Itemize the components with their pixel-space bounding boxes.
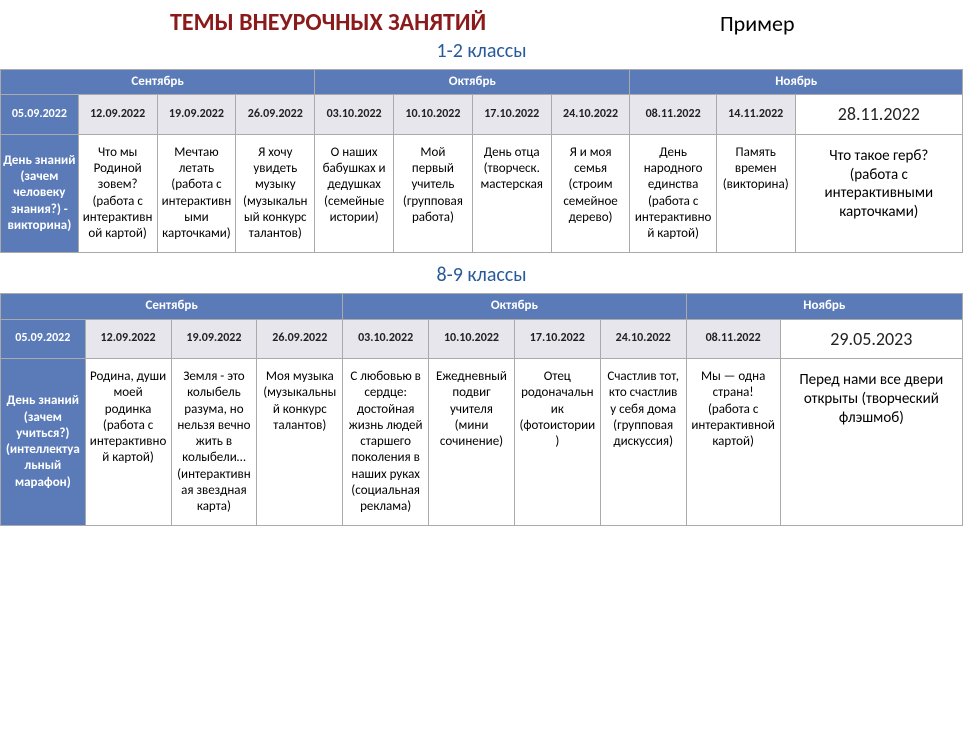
date-cell: 12.09.2022 xyxy=(78,95,157,135)
date-cell: 08.11.2022 xyxy=(630,95,716,135)
date-row: 05.09.2022 12.09.2022 19.09.2022 26.09.2… xyxy=(1,95,963,135)
topic-cell-wide: Что такое герб? (работа с интерактивными… xyxy=(795,134,962,253)
example-label: Пример xyxy=(720,10,795,37)
topic-cell: Я хочу увидеть музыку (музыкальный конку… xyxy=(236,134,315,253)
topic-cell: Что мы Родиной зовем? (работа с интеракт… xyxy=(78,134,157,253)
month-cell: Ноябрь xyxy=(630,70,963,95)
month-cell: Сентябрь xyxy=(1,70,315,95)
date-cell: 10.10.2022 xyxy=(394,95,473,135)
topic-cell: Ежедневный подвиг учителя (мини сочинени… xyxy=(429,359,515,526)
section1-subtitle: 1-2 классы xyxy=(0,39,963,63)
topic-cell: С любовью в сердце: достойная жизнь люде… xyxy=(343,359,429,526)
month-cell: Октябрь xyxy=(315,70,630,95)
table-2: Сентябрь Октябрь Ноябрь 05.09.2022 12.09… xyxy=(0,293,963,526)
topic-cell: Родина, души моей родинка (работа с инте… xyxy=(85,359,171,526)
topic-cell: Память времен (викторина) xyxy=(716,134,795,253)
date-cell: 17.10.2022 xyxy=(514,319,600,359)
date-cell: 24.10.2022 xyxy=(551,95,630,135)
date-cell: 12.09.2022 xyxy=(85,319,171,359)
date-cell: 24.10.2022 xyxy=(600,319,686,359)
page-title: ТЕМЫ ВНЕУРОЧНЫХ ЗАНЯТИЙ xyxy=(170,8,486,37)
month-cell: Октябрь xyxy=(343,294,686,319)
topic-cell-wide: Перед нами все двери открыты (творческий… xyxy=(780,359,962,526)
date-cell: 19.09.2022 xyxy=(171,319,257,359)
content-row: День знаний (зачем учиться?) (интеллекту… xyxy=(1,359,963,526)
topic-cell: Мы — одна страна! (работа с интерактивно… xyxy=(686,359,780,526)
month-cell: Сентябрь xyxy=(1,294,343,319)
date-cell: 08.11.2022 xyxy=(686,319,780,359)
topic-cell: День отца (творческ. мастерская xyxy=(472,134,551,253)
topic-cell: Земля - это колыбель разума, но нельзя в… xyxy=(171,359,257,526)
table-1: Сентябрь Октябрь Ноябрь 05.09.2022 12.09… xyxy=(0,69,963,253)
date-cell: 19.09.2022 xyxy=(157,95,236,135)
date-cell: 03.10.2022 xyxy=(343,319,429,359)
date-cell: 26.09.2022 xyxy=(257,319,343,359)
date-cell: 05.09.2022 xyxy=(1,319,86,359)
month-header-row: Сентябрь Октябрь Ноябрь xyxy=(1,294,963,319)
month-header-row: Сентябрь Октябрь Ноябрь xyxy=(1,70,963,95)
section2-subtitle: 8-9 классы xyxy=(0,263,963,287)
date-row: 05.09.2022 12.09.2022 19.09.2022 26.09.2… xyxy=(1,319,963,359)
date-cell: 10.10.2022 xyxy=(429,319,515,359)
topic-cell: Счастлив тот, кто счастлив у себя дома (… xyxy=(600,359,686,526)
date-cell-highlight: 28.11.2022 xyxy=(795,95,962,135)
date-cell-highlight: 29.05.2023 xyxy=(780,319,962,359)
topic-cell: О наших бабушках и дедушках (семейные ис… xyxy=(315,134,394,253)
month-cell: Ноябрь xyxy=(686,294,962,319)
topic-cell: Мечтаю летать (работа с интерактивными к… xyxy=(157,134,236,253)
date-cell: 26.09.2022 xyxy=(236,95,315,135)
content-row: День знаний (зачем человеку знания?) - в… xyxy=(1,134,963,253)
date-cell: 05.09.2022 xyxy=(1,95,79,135)
topic-cell: Я и моя семья (строим семейное дерево) xyxy=(551,134,630,253)
date-cell: 03.10.2022 xyxy=(315,95,394,135)
topic-cell: Отец родоначальник (фотоистории) xyxy=(514,359,600,526)
topic-cell: День народного единства (работа с интера… xyxy=(630,134,716,253)
topic-cell: Мой первый учитель (групповая работа) xyxy=(394,134,473,253)
header: ТЕМЫ ВНЕУРОЧНЫХ ЗАНЯТИЙ Пример xyxy=(0,8,963,37)
topic-cell: Моя музыка (музыкальный конкурс талантов… xyxy=(257,359,343,526)
date-cell: 14.11.2022 xyxy=(716,95,795,135)
row-header: День знаний (зачем учиться?) (интеллекту… xyxy=(1,359,86,526)
date-cell: 17.10.2022 xyxy=(472,95,551,135)
row-header: День знаний (зачем человеку знания?) - в… xyxy=(1,134,79,253)
